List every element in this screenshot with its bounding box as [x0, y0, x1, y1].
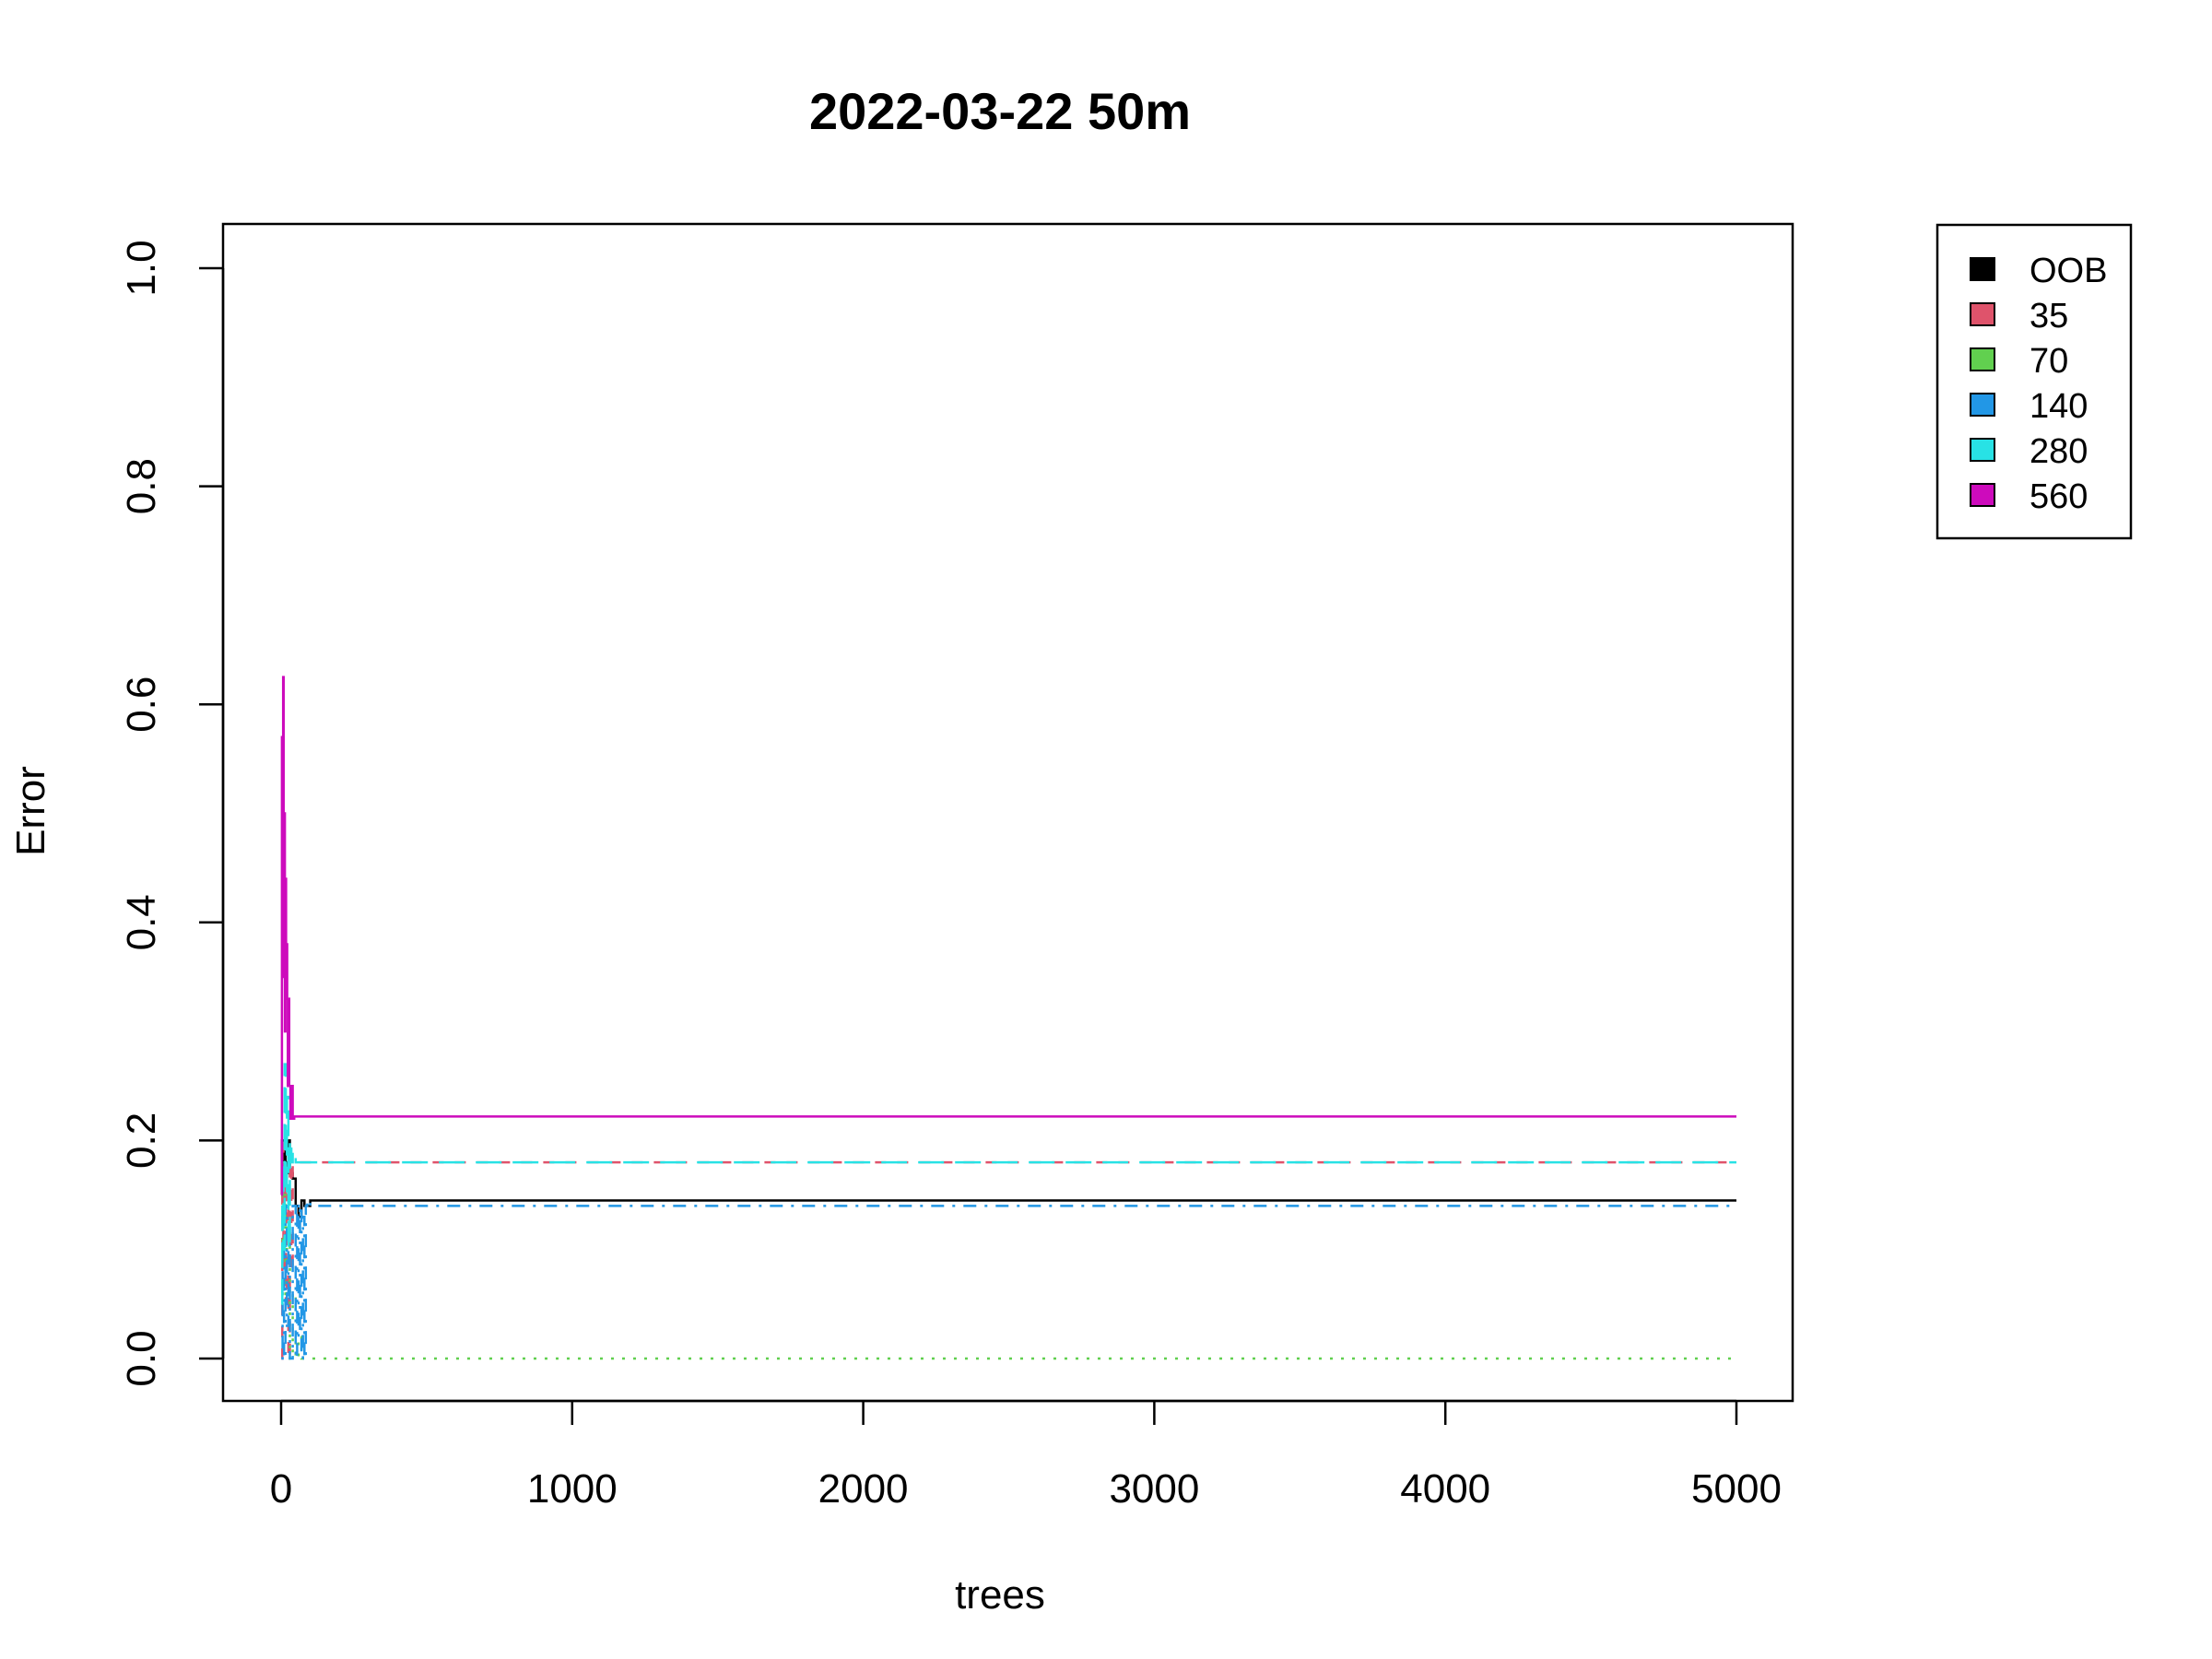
x-tick-label: 3000	[1109, 1466, 1199, 1512]
x-tick-label: 5000	[1691, 1466, 1782, 1512]
legend-label-140: 140	[2030, 387, 2088, 426]
legend-swatch-140	[1970, 393, 1995, 417]
chart-title: 2022-03-22 50m	[809, 82, 1191, 140]
series-line-560	[280, 676, 1736, 1196]
y-tick-label: 1.0	[119, 240, 164, 296]
legend-swatch-70	[1970, 347, 1995, 371]
x-tick-label: 1000	[527, 1466, 618, 1512]
legend-swatch-560	[1970, 483, 1995, 507]
y-tick-label: 0.4	[119, 894, 164, 950]
legend-swatch-35	[1970, 302, 1995, 326]
x-tick-label: 4000	[1400, 1466, 1490, 1512]
legend-swatch-oob	[1970, 257, 1995, 281]
legend-label-560: 560	[2030, 477, 2088, 516]
y-tick-label: 0.0	[119, 1330, 164, 1386]
y-axis-label: Error	[8, 766, 53, 856]
series-line-35	[281, 1139, 1736, 1360]
x-axis-label: trees	[955, 1572, 1045, 1618]
legend: OOB 35 70 140 280 560	[1936, 223, 2133, 540]
series-line-140	[281, 1199, 1736, 1360]
legend-label-280: 280	[2030, 432, 2088, 471]
series-line-70	[281, 1160, 1736, 1360]
y-tick-label: 0.8	[119, 458, 164, 514]
series-layer	[280, 676, 1736, 1360]
series-line-280	[281, 1063, 1736, 1306]
plot-frame	[221, 222, 1794, 1403]
legend-label-70: 70	[2030, 342, 2068, 381]
x-tick-label: 2000	[818, 1466, 909, 1512]
legend-label-35: 35	[2030, 297, 2068, 335]
y-axis: 0.0 0.2 0.4 0.6 0.8 1.0	[119, 240, 225, 1387]
y-tick-label: 0.2	[119, 1112, 164, 1169]
legend-label-oob: OOB	[2030, 252, 2107, 290]
x-tick-label: 0	[270, 1466, 292, 1512]
y-tick-label: 0.6	[119, 677, 164, 733]
x-axis: 0 1000 2000 3000 4000 5000	[270, 1399, 1782, 1512]
legend-swatch-280	[1970, 438, 1995, 462]
